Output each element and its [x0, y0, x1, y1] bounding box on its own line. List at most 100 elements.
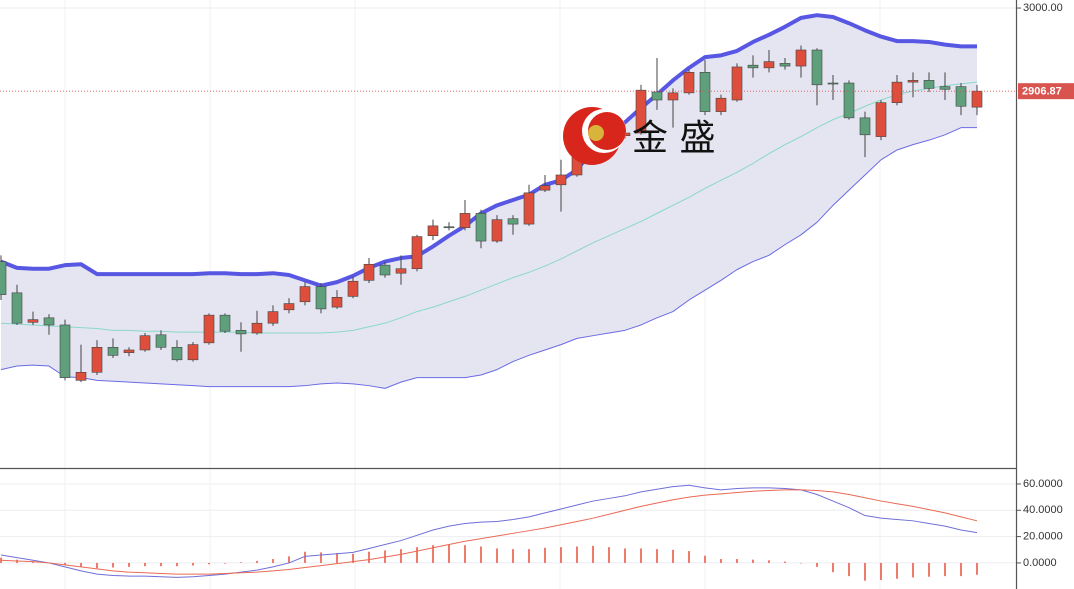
- candle-body: [315, 286, 327, 310]
- candle-body: [907, 80, 919, 83]
- band-line: [0, 81, 978, 334]
- band-area: [1, 15, 977, 389]
- candle-body: [891, 81, 903, 103]
- candle-body: [779, 63, 791, 67]
- candle-body: [171, 346, 183, 361]
- candle-body: [843, 82, 855, 119]
- histogram-bar: [256, 560, 258, 563]
- histogram-bar: [704, 555, 706, 563]
- histogram-bar: [848, 562, 850, 577]
- candle-body: [859, 117, 871, 136]
- candle-body: [827, 82, 839, 85]
- histogram-bar: [592, 545, 594, 563]
- candle-body: [459, 213, 471, 228]
- candle-body: [939, 86, 951, 90]
- candle-body: [43, 317, 55, 326]
- histogram-bar: [368, 551, 370, 563]
- candle-body: [347, 280, 359, 297]
- histogram-bar: [96, 562, 98, 569]
- candle-body: [507, 218, 519, 225]
- y-tick-label: 3000.00: [1023, 2, 1063, 14]
- candle-body: [139, 335, 151, 351]
- macd-panel: [0, 483, 1016, 581]
- candle-body: [475, 213, 487, 242]
- candle-body: [27, 319, 39, 323]
- candle-body: [795, 49, 807, 67]
- candle-body: [763, 61, 775, 69]
- histogram-bar: [448, 544, 450, 563]
- histogram-bar: [224, 562, 226, 564]
- histogram-bar: [544, 547, 546, 563]
- histogram-bar: [800, 562, 802, 564]
- y-tick-label: 20.0000: [1023, 531, 1063, 543]
- watermark: 金 盛: [563, 107, 715, 165]
- watermark-text: 金 盛: [632, 118, 715, 159]
- candle-body: [363, 263, 375, 281]
- candle-body: [651, 91, 663, 101]
- candle-body: [219, 314, 231, 332]
- histogram-bar: [816, 562, 818, 567]
- indicator-line: [0, 484, 978, 578]
- candle-body: [379, 264, 391, 276]
- last-price-box: [1018, 83, 1074, 100]
- histogram-bar: [528, 549, 530, 563]
- histogram-bar: [656, 549, 658, 563]
- candle-body: [923, 80, 935, 89]
- price-panel: [0, 7, 1016, 389]
- candle-body: [59, 324, 71, 378]
- histogram-bar: [480, 546, 482, 563]
- histogram-bar: [736, 558, 738, 563]
- candle-body: [203, 314, 215, 344]
- candle-body: [443, 226, 455, 229]
- histogram-bar: [400, 549, 402, 563]
- histogram-bar: [272, 558, 274, 563]
- histogram-bar: [720, 558, 722, 563]
- histogram-bar: [560, 547, 562, 563]
- histogram-bar: [304, 551, 306, 563]
- y-tick-label: 40.0000: [1023, 504, 1063, 516]
- histogram-bar: [128, 562, 130, 567]
- histogram-bar: [864, 562, 866, 581]
- candle-body: [699, 72, 711, 112]
- histogram-bar: [432, 545, 434, 563]
- candle-body: [667, 92, 679, 101]
- candle-body: [155, 334, 167, 348]
- histogram-bar: [160, 562, 162, 567]
- candle-body: [731, 66, 743, 101]
- candle-body: [539, 185, 551, 191]
- candle-body: [123, 349, 135, 353]
- candle-body: [875, 102, 887, 137]
- candle-body: [91, 346, 103, 373]
- candle-body: [331, 296, 343, 308]
- indicator-line: [0, 489, 978, 575]
- histogram-bar: [112, 562, 114, 568]
- histogram-bar: [64, 562, 66, 565]
- band-line: [0, 127, 977, 389]
- candle-body: [747, 64, 759, 69]
- histogram-bar: [976, 562, 978, 575]
- candle-body: [523, 192, 535, 225]
- candle-body: [411, 236, 423, 270]
- histogram-bar: [832, 562, 834, 573]
- candle-body: [811, 49, 823, 86]
- histogram-bar: [496, 548, 498, 563]
- histogram-bar: [928, 562, 930, 577]
- histogram-bar: [464, 545, 466, 563]
- candle-body: [971, 90, 983, 108]
- candle-body: [555, 174, 567, 186]
- candle-body: [491, 219, 503, 242]
- candle-body: [75, 371, 87, 381]
- candle-body: [11, 292, 23, 324]
- last-price-label: 2906.87: [1022, 86, 1062, 98]
- candle-body: [267, 311, 279, 324]
- histogram-bar: [176, 562, 178, 567]
- candle-body: [427, 225, 439, 236]
- histogram-bar: [144, 562, 146, 567]
- histogram-bar: [336, 553, 338, 563]
- candle-body: [107, 346, 119, 356]
- histogram-bar: [288, 556, 290, 563]
- candle-body: [715, 97, 727, 112]
- candle-body: [0, 261, 7, 295]
